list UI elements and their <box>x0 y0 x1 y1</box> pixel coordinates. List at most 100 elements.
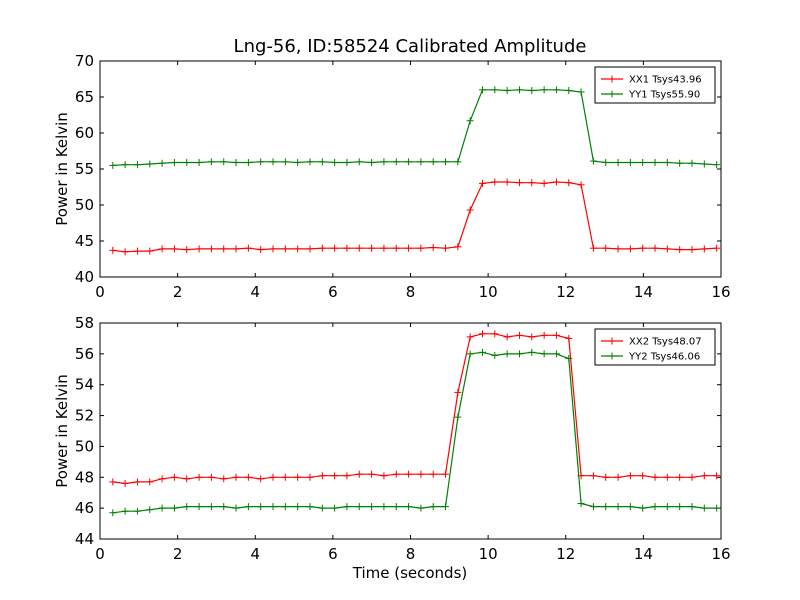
data-point <box>195 473 203 481</box>
data-point <box>158 159 166 167</box>
y-tick-label: 54 <box>75 376 94 394</box>
y-tick-label: 48 <box>75 468 94 486</box>
data-point <box>589 244 597 252</box>
x-tick-label: 14 <box>634 545 653 563</box>
data-point <box>688 473 696 481</box>
data-point <box>503 178 511 186</box>
data-point <box>405 158 413 166</box>
data-point <box>614 159 622 167</box>
data-point <box>528 179 536 187</box>
data-point <box>331 504 339 512</box>
data-point <box>294 503 302 511</box>
data-point <box>306 503 314 511</box>
data-point <box>626 159 634 167</box>
data-point <box>602 503 610 511</box>
y-tick-label: 46 <box>75 499 94 517</box>
y-tick-label: 50 <box>75 196 94 214</box>
data-point <box>281 245 289 253</box>
data-point <box>429 243 437 251</box>
data-point <box>195 503 203 511</box>
data-point <box>676 159 684 167</box>
data-point <box>331 244 339 252</box>
y-tick-label: 45 <box>75 232 94 250</box>
data-point <box>183 159 191 167</box>
data-point <box>158 504 166 512</box>
data-point <box>626 472 634 480</box>
data-point <box>109 478 117 486</box>
data-point <box>368 503 376 511</box>
data-point <box>195 245 203 253</box>
y-tick-label: 58 <box>75 314 94 332</box>
data-point <box>478 348 486 356</box>
x-tick-label: 10 <box>479 283 498 301</box>
x-tick-label: 2 <box>173 283 183 301</box>
data-point <box>602 159 610 167</box>
y-tick-label: 56 <box>75 345 94 363</box>
data-point <box>442 470 450 478</box>
data-point <box>257 503 265 511</box>
data-point <box>220 503 228 511</box>
data-point <box>676 503 684 511</box>
data-point <box>515 86 523 94</box>
data-point <box>269 473 277 481</box>
data-point <box>528 87 536 95</box>
data-point <box>343 503 351 511</box>
data-point <box>392 158 400 166</box>
data-point <box>220 158 228 166</box>
data-point <box>146 247 154 255</box>
data-point <box>306 245 314 253</box>
x-tick-label: 12 <box>556 545 575 563</box>
data-point <box>651 503 659 511</box>
data-point <box>429 503 437 511</box>
data-point <box>355 244 363 252</box>
data-point <box>639 504 647 512</box>
data-point <box>392 470 400 478</box>
data-point <box>700 472 708 480</box>
data-point <box>639 159 647 167</box>
data-point <box>454 388 462 396</box>
data-point <box>183 246 191 254</box>
data-point <box>651 159 659 167</box>
x-tick-label: 16 <box>711 545 730 563</box>
data-point <box>318 158 326 166</box>
data-point <box>109 509 117 517</box>
data-point <box>639 472 647 480</box>
data-point <box>232 245 240 253</box>
data-point <box>355 158 363 166</box>
data-point <box>269 245 277 253</box>
data-point <box>478 330 486 338</box>
x-tick-label: 12 <box>556 283 575 301</box>
data-point <box>552 178 560 186</box>
data-point <box>133 507 141 515</box>
data-point <box>158 475 166 483</box>
y-tick-label: 65 <box>75 88 94 106</box>
x-tick-label: 8 <box>406 545 416 563</box>
data-point <box>294 245 302 253</box>
data-point <box>109 246 117 254</box>
data-point <box>257 158 265 166</box>
data-point <box>602 473 610 481</box>
data-point <box>565 87 573 95</box>
x-tick-label: 6 <box>328 545 338 563</box>
legend-item: XX1 Tsys43.96 <box>601 75 702 86</box>
data-point <box>417 158 425 166</box>
data-point <box>552 86 560 94</box>
data-point <box>491 330 499 338</box>
data-point <box>565 334 573 342</box>
data-point <box>565 354 573 362</box>
data-point <box>442 158 450 166</box>
data-point <box>503 333 511 341</box>
data-point <box>331 472 339 480</box>
data-point <box>281 473 289 481</box>
data-point <box>491 86 499 94</box>
data-point <box>417 244 425 252</box>
x-tick-label: 6 <box>328 283 338 301</box>
data-point <box>491 178 499 186</box>
data-point <box>713 161 721 169</box>
data-point <box>515 331 523 339</box>
x-tick-label: 0 <box>95 283 105 301</box>
data-point <box>380 472 388 480</box>
data-point <box>170 473 178 481</box>
